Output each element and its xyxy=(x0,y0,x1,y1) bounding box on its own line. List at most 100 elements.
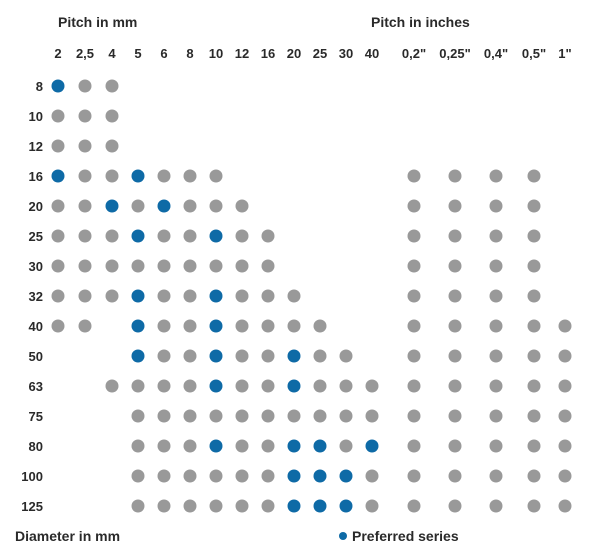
available-dot xyxy=(407,169,421,183)
pitch-inches-header: Pitch in inches xyxy=(371,14,470,30)
available-dot xyxy=(131,409,145,423)
available-dot xyxy=(313,379,327,393)
available-dot xyxy=(183,319,197,333)
available-dot xyxy=(527,259,541,273)
available-dot xyxy=(51,259,65,273)
diameter-label: 32 xyxy=(29,289,43,304)
available-dot xyxy=(183,289,197,303)
preferred-dot xyxy=(287,439,301,453)
available-dot xyxy=(527,439,541,453)
legend-preferred-dot xyxy=(339,532,347,540)
preferred-dot xyxy=(131,319,145,333)
available-dot xyxy=(261,439,275,453)
available-dot xyxy=(105,379,119,393)
available-dot xyxy=(365,469,379,483)
available-dot xyxy=(78,169,92,183)
available-dot xyxy=(105,79,119,93)
available-dot xyxy=(183,199,197,213)
available-dot xyxy=(235,289,249,303)
available-dot xyxy=(157,499,171,513)
available-dot xyxy=(448,439,462,453)
available-dot xyxy=(105,229,119,243)
diameter-axis-label: Diameter in mm xyxy=(15,528,120,544)
available-dot xyxy=(51,199,65,213)
preferred-dot xyxy=(339,469,353,483)
pitch-mm-label: 4 xyxy=(108,46,116,61)
available-dot xyxy=(448,499,462,513)
pitch-mm-label: 2,5 xyxy=(76,46,94,61)
available-dot xyxy=(527,409,541,423)
available-dot xyxy=(78,229,92,243)
available-dot xyxy=(489,289,503,303)
available-dot xyxy=(527,289,541,303)
available-dot xyxy=(131,199,145,213)
available-dot xyxy=(448,409,462,423)
available-dot xyxy=(407,319,421,333)
pitch-mm-label: 10 xyxy=(209,46,223,61)
available-dot xyxy=(157,469,171,483)
available-dot xyxy=(407,409,421,423)
diameter-label: 8 xyxy=(36,79,43,94)
available-dot xyxy=(51,139,65,153)
available-dot xyxy=(527,469,541,483)
available-dot xyxy=(287,319,301,333)
available-dot xyxy=(157,409,171,423)
available-dot xyxy=(183,229,197,243)
available-dot xyxy=(157,169,171,183)
available-dot xyxy=(183,439,197,453)
available-dot xyxy=(489,229,503,243)
available-dot xyxy=(339,409,353,423)
preferred-dot xyxy=(287,499,301,513)
preferred-dot xyxy=(287,469,301,483)
pitch-mm-label: 20 xyxy=(287,46,301,61)
preferred-dot xyxy=(209,349,223,363)
available-dot xyxy=(51,289,65,303)
available-dot xyxy=(287,289,301,303)
available-dot xyxy=(261,229,275,243)
preferred-dot xyxy=(131,349,145,363)
available-dot xyxy=(527,319,541,333)
preferred-dot xyxy=(209,229,223,243)
diameter-label: 50 xyxy=(29,349,43,364)
available-dot xyxy=(558,409,572,423)
pitch-mm-label: 40 xyxy=(365,46,379,61)
preferred-dot xyxy=(209,319,223,333)
preferred-dot xyxy=(287,349,301,363)
available-dot xyxy=(51,229,65,243)
available-dot xyxy=(407,199,421,213)
available-dot xyxy=(78,199,92,213)
available-dot xyxy=(558,379,572,393)
available-dot xyxy=(157,349,171,363)
available-dot xyxy=(235,409,249,423)
available-dot xyxy=(365,499,379,513)
available-dot xyxy=(157,259,171,273)
preferred-dot xyxy=(313,499,327,513)
available-dot xyxy=(78,79,92,93)
available-dot xyxy=(489,469,503,483)
available-dot xyxy=(183,409,197,423)
available-dot xyxy=(157,229,171,243)
available-dot xyxy=(558,349,572,363)
available-dot xyxy=(183,349,197,363)
available-dot xyxy=(78,109,92,123)
available-dot xyxy=(339,379,353,393)
available-dot xyxy=(448,259,462,273)
available-dot xyxy=(131,439,145,453)
available-dot xyxy=(209,469,223,483)
available-dot xyxy=(407,259,421,273)
available-dot xyxy=(558,439,572,453)
available-dot xyxy=(131,469,145,483)
available-dot xyxy=(209,169,223,183)
available-dot xyxy=(448,379,462,393)
available-dot xyxy=(78,139,92,153)
available-dot xyxy=(183,499,197,513)
preferred-dot xyxy=(313,439,327,453)
available-dot xyxy=(489,439,503,453)
available-dot xyxy=(489,259,503,273)
available-dot xyxy=(313,409,327,423)
diameter-label: 25 xyxy=(29,229,43,244)
available-dot xyxy=(407,439,421,453)
available-dot xyxy=(261,319,275,333)
available-dot xyxy=(558,319,572,333)
preferred-dot xyxy=(131,229,145,243)
